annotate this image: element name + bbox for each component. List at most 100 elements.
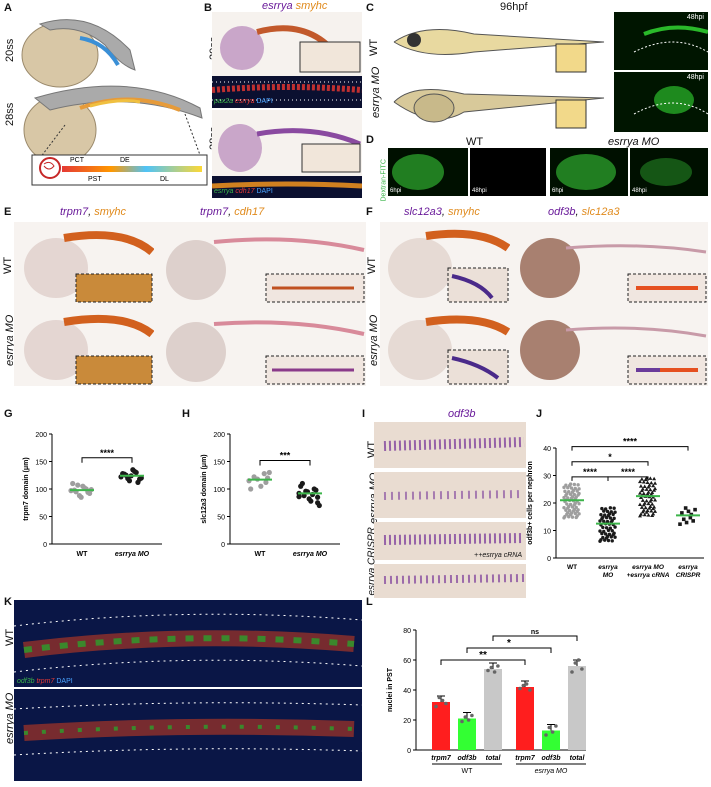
data-point xyxy=(638,491,642,495)
data-point xyxy=(263,479,269,485)
k-wt-image: odf3b trpm7 DAPI xyxy=(14,600,362,687)
sig-bracket xyxy=(259,460,311,466)
c-mo-fluor-image: 48hpi xyxy=(614,72,708,132)
data-point xyxy=(573,661,578,665)
y-tick-label: 0 xyxy=(221,542,225,549)
sig-label: *** xyxy=(280,451,291,461)
data-point xyxy=(650,502,655,506)
data-point xyxy=(489,665,494,670)
i-crispr-image xyxy=(374,564,526,598)
e-row-wt: WT xyxy=(2,256,14,274)
data-point xyxy=(570,670,574,674)
data-point xyxy=(638,484,643,488)
data-point xyxy=(644,487,649,491)
data-point xyxy=(562,505,566,510)
data-point xyxy=(693,507,697,512)
data-point xyxy=(251,474,257,480)
d-wt-48hpi-image: 48hpi xyxy=(470,148,546,196)
x-tick-label: esrrya xyxy=(598,564,618,571)
data-point xyxy=(646,501,651,506)
group-label: esrrya MO xyxy=(535,768,568,775)
data-point xyxy=(602,519,606,523)
data-point xyxy=(598,519,602,523)
data-point xyxy=(646,490,651,494)
c-inset-label-2: 48hpi xyxy=(686,74,704,81)
data-point xyxy=(463,715,468,719)
y-tick-label: 50 xyxy=(217,515,225,522)
data-point xyxy=(649,509,654,513)
d-col-wt: WT xyxy=(466,136,484,148)
f-wt-odf3b-image xyxy=(510,222,708,304)
data-point xyxy=(574,495,578,499)
data-point xyxy=(569,511,574,515)
data-point xyxy=(641,491,646,495)
data-point xyxy=(681,517,686,522)
sig-bracket xyxy=(607,476,649,481)
i-mo-image xyxy=(374,472,526,518)
data-point xyxy=(613,535,617,539)
data-point xyxy=(563,489,567,494)
sig-bracket xyxy=(571,446,689,451)
segment-pct: PCT xyxy=(70,157,85,164)
y-tick-label: 0 xyxy=(547,556,551,563)
data-point xyxy=(649,480,654,485)
b-ish-20ss-image xyxy=(212,12,362,76)
data-point xyxy=(610,529,614,533)
y-tick-label: 60 xyxy=(403,658,411,665)
data-point xyxy=(131,468,138,474)
y-axis-label: trpm7 domain (μm) xyxy=(23,457,30,520)
data-point xyxy=(466,718,471,722)
c-row-mo: esrrya MO xyxy=(370,66,382,118)
data-point xyxy=(602,509,606,513)
x-tick-label: odf3b xyxy=(541,755,561,762)
data-point xyxy=(565,502,569,506)
data-point xyxy=(605,534,610,539)
b-fluor-20ss-image: pax2a esrrya DAPI xyxy=(212,76,362,108)
data-point xyxy=(646,513,651,517)
data-point xyxy=(638,502,642,506)
panel-h-label: H xyxy=(182,408,190,420)
data-point xyxy=(644,498,649,503)
sig-bracket xyxy=(571,461,649,466)
data-point xyxy=(603,532,608,536)
panel-j-label: J xyxy=(536,408,543,420)
e-title-1: trpm7, smyhc xyxy=(60,206,127,218)
data-point xyxy=(648,476,653,480)
data-point xyxy=(258,483,264,489)
y-tick-label: 0 xyxy=(407,748,411,755)
y-tick-label: 50 xyxy=(39,515,47,522)
sig-label: **** xyxy=(621,467,636,477)
bar xyxy=(568,666,586,750)
data-point xyxy=(248,486,254,492)
d-t1-a: 6hpi xyxy=(390,188,402,194)
data-point xyxy=(576,658,581,662)
f-row-wt: WT xyxy=(366,256,378,274)
panel-d-label: D xyxy=(366,134,374,146)
sig-label: * xyxy=(608,452,612,462)
d-mo-48hpi-image: 48hpi xyxy=(630,148,708,196)
data-point xyxy=(547,725,552,730)
data-point xyxy=(678,522,682,526)
data-point xyxy=(577,501,581,506)
i-title: odf3b xyxy=(448,408,476,420)
data-point xyxy=(639,477,644,481)
d-wt-6hpi-image: 6hpi xyxy=(388,148,468,196)
d-mo-6hpi-image: 6hpi xyxy=(550,148,628,196)
data-point xyxy=(563,514,567,519)
data-point xyxy=(599,513,603,517)
data-point xyxy=(566,486,570,490)
x-tick-label: esrrya MO xyxy=(632,564,664,571)
data-point xyxy=(641,480,646,484)
data-point xyxy=(573,501,577,506)
c-inset-label-1: 48hpi xyxy=(686,14,704,21)
data-point xyxy=(266,469,272,476)
data-point xyxy=(75,482,81,488)
e-mo-cdh17-image xyxy=(154,304,366,386)
panel-l-label: L xyxy=(366,596,373,608)
y-tick-label: 80 xyxy=(403,628,411,635)
data-point xyxy=(651,483,656,488)
data-point xyxy=(562,485,566,490)
chart-l: 0 20 40 60 80 nuclei in PST trpm7 odf3b total trp… xyxy=(387,628,586,775)
data-point xyxy=(683,506,688,510)
y-tick-label: 20 xyxy=(403,718,411,725)
